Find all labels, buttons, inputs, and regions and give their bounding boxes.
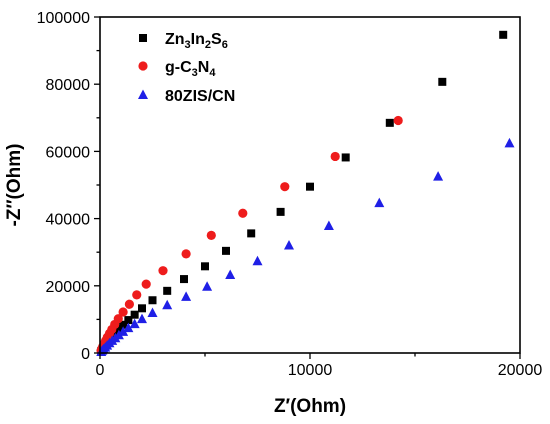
data-point (385, 118, 394, 127)
data-point (206, 230, 216, 240)
series-1-points (97, 30, 508, 355)
data-point (124, 316, 133, 325)
data-point (114, 324, 123, 333)
data-point (138, 304, 146, 313)
axis-ticks: 0 10000 20000 0 20000 40000 60000 80000 100000 (37, 10, 543, 379)
data-point (280, 182, 290, 192)
legend-subscript: 4 (209, 67, 216, 79)
data-point (225, 269, 236, 280)
data-point (124, 299, 134, 309)
legend-subscript: 2 (205, 39, 211, 51)
data-point (119, 320, 128, 329)
data-point (323, 220, 334, 230)
legend-text-part: g-C (165, 59, 192, 76)
data-point (118, 326, 129, 336)
data-point (118, 307, 128, 317)
data-point (374, 197, 385, 208)
data-point (201, 262, 209, 271)
legend-text-part: 80ZIS/CN (165, 88, 235, 105)
y-tick-label: 0 (81, 346, 90, 363)
y-tick-label: 100000 (37, 10, 90, 27)
legend-marker (138, 61, 148, 71)
data-point (504, 137, 515, 148)
legend-label: Zn3In2S6 (165, 31, 228, 51)
data-point (148, 296, 157, 305)
legend-subscript: 6 (222, 39, 228, 51)
x-axis-title: Z′(Ohm) (274, 396, 346, 417)
data-point (129, 318, 140, 329)
data-point (284, 239, 294, 250)
legend-label: 80ZIS/CN (165, 88, 235, 105)
data-point (147, 307, 158, 318)
data-point (393, 115, 403, 126)
data-point (162, 299, 173, 310)
legend-text-part: S (211, 31, 222, 48)
x-tick-label: 20000 (498, 362, 543, 379)
data-point (181, 249, 191, 259)
data-point (252, 255, 263, 266)
series-3-points (96, 137, 515, 356)
data-point (132, 290, 142, 300)
data-point (222, 246, 230, 255)
y-axis-title: -Z″(Ohm) (4, 144, 25, 227)
data-point (202, 281, 213, 291)
legend-text-part: In (191, 31, 205, 48)
data-point (499, 30, 508, 39)
data-point (180, 275, 188, 284)
data-point (276, 207, 285, 216)
y-tick-label: 20000 (46, 279, 91, 296)
legend-text-part: Zn (165, 31, 185, 48)
y-tick-label: 80000 (46, 77, 91, 94)
data-point (247, 229, 256, 238)
x-tick-label: 0 (96, 362, 105, 379)
data-point (330, 151, 340, 162)
y-tick-label: 60000 (46, 144, 91, 161)
data-point (141, 279, 151, 289)
y-tick-label: 40000 (46, 212, 91, 229)
data-point (123, 322, 134, 333)
data-point (163, 286, 172, 295)
data-point (341, 153, 350, 162)
legend-marker (139, 34, 147, 42)
data-point (113, 314, 123, 324)
legend-label: g-C3N4 (165, 59, 216, 79)
data-point (238, 208, 248, 218)
data-point (137, 313, 147, 324)
x-tick-label: 10000 (288, 362, 333, 379)
legend-subscript: 3 (192, 67, 198, 79)
data-markers (96, 30, 515, 356)
data-point (306, 182, 314, 191)
data-point (433, 171, 444, 181)
data-point (438, 77, 447, 86)
legend-marker (138, 89, 148, 99)
data-point (158, 266, 168, 276)
data-point (130, 310, 139, 319)
legend-subscript: 3 (185, 39, 191, 51)
legend-text-part: N (198, 59, 210, 76)
data-point (181, 291, 192, 301)
